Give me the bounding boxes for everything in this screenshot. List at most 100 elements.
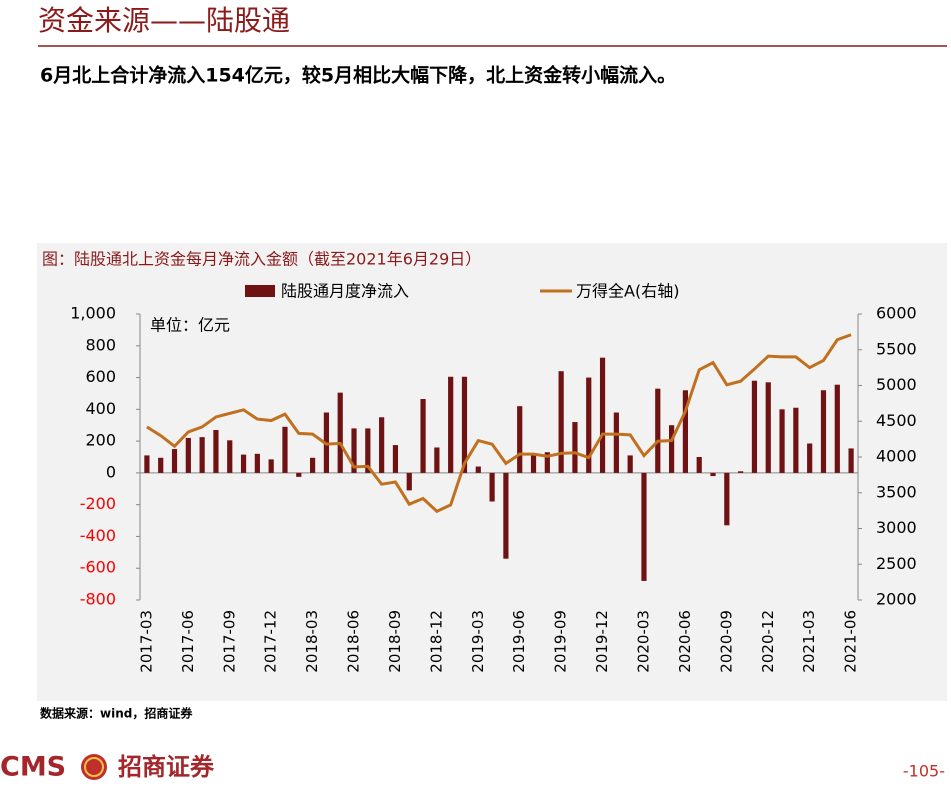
y2-tick-label: 2500 bbox=[876, 554, 917, 573]
x-tick-label: 2018-03 bbox=[303, 610, 321, 673]
y2-tick-label: 6000 bbox=[876, 304, 917, 323]
y2-tick-label: 5000 bbox=[876, 375, 917, 394]
plot: -800 -600 -400 -200 0 200 400 600 800 1,000 2000 25… bbox=[70, 282, 917, 673]
unit-note: 单位：亿元 bbox=[150, 316, 230, 335]
y2-tick-label: 3500 bbox=[876, 482, 917, 501]
bar bbox=[392, 445, 399, 473]
x-tick-label: 2020-03 bbox=[634, 610, 652, 673]
bar bbox=[793, 407, 799, 473]
x-tick-label: 2021-03 bbox=[800, 610, 818, 673]
bar bbox=[420, 399, 426, 473]
y-tick-label: 400 bbox=[85, 399, 116, 418]
bar bbox=[268, 459, 274, 473]
bar bbox=[807, 443, 813, 473]
bar bbox=[309, 457, 316, 473]
y2-tick-label: 3000 bbox=[876, 518, 917, 537]
x-tick-label: 2017-03 bbox=[137, 610, 155, 673]
bar bbox=[227, 440, 233, 473]
bar bbox=[448, 376, 454, 473]
bar bbox=[751, 380, 758, 473]
y-tick-label: 200 bbox=[85, 431, 116, 450]
x-tick-label: 2020-12 bbox=[759, 610, 777, 673]
bar bbox=[171, 449, 178, 473]
bar bbox=[213, 429, 219, 473]
bar bbox=[586, 377, 592, 473]
chart-title: 图：陆股通北上资金每月净流入金额（截至2021年6月29日） bbox=[42, 250, 481, 269]
bar bbox=[503, 472, 509, 559]
x-tick-label: 2018-09 bbox=[386, 610, 404, 673]
y2-tick-label: 2000 bbox=[876, 590, 917, 609]
bar bbox=[627, 455, 633, 473]
source: 数据来源：wind，招商证券 bbox=[40, 706, 193, 721]
bar bbox=[710, 472, 716, 477]
bar bbox=[765, 382, 771, 473]
logo-ring bbox=[84, 757, 104, 777]
y-tick-label: -800 bbox=[80, 590, 116, 609]
y-tick-label: -200 bbox=[80, 494, 116, 513]
bar bbox=[558, 371, 564, 473]
y2-tick-label: 4500 bbox=[876, 411, 917, 430]
legend-label: 万得全A(右轴) bbox=[576, 282, 679, 301]
bar bbox=[613, 412, 619, 473]
y-tick-label: -400 bbox=[80, 526, 116, 545]
bar bbox=[144, 455, 150, 473]
y-tick-label: 1,000 bbox=[70, 304, 116, 323]
subtitle: 6月北上合计净流入154亿元，较5月相比大幅下降，北上资金转小幅流入。 bbox=[40, 64, 676, 87]
y-tick-label: 800 bbox=[85, 335, 116, 354]
bar bbox=[406, 472, 412, 491]
company: 招商证券 bbox=[118, 753, 215, 781]
bar bbox=[572, 422, 578, 473]
bar bbox=[475, 466, 481, 473]
y2-tick-label: 4000 bbox=[876, 447, 917, 466]
bar bbox=[337, 392, 343, 473]
bar bbox=[655, 388, 661, 473]
bar bbox=[434, 447, 440, 473]
bar bbox=[779, 409, 785, 473]
x-tick-label: 2019-06 bbox=[510, 610, 528, 673]
x-tick-label: 2017-06 bbox=[179, 610, 197, 673]
bar bbox=[820, 390, 827, 473]
legend-swatch bbox=[245, 285, 275, 297]
x-tick-label: 2020-09 bbox=[717, 610, 735, 673]
y2-tick-label: 5500 bbox=[876, 339, 917, 358]
bar bbox=[240, 454, 247, 473]
x-tick-label: 2017-12 bbox=[262, 610, 280, 673]
bar bbox=[517, 406, 523, 473]
x-tick-label: 2019-12 bbox=[593, 610, 611, 673]
bar bbox=[461, 376, 468, 473]
bar bbox=[296, 472, 302, 477]
bar bbox=[682, 390, 689, 473]
bar bbox=[351, 428, 357, 473]
x-tick-label: 2019-03 bbox=[469, 610, 487, 673]
bar bbox=[696, 457, 702, 473]
x-tick-label: 2021-06 bbox=[842, 610, 860, 673]
bar bbox=[379, 417, 385, 473]
bar bbox=[738, 471, 744, 473]
bar bbox=[365, 428, 371, 473]
page-number: -105- bbox=[903, 762, 945, 781]
bar bbox=[599, 357, 606, 473]
bar bbox=[641, 472, 647, 581]
bar bbox=[199, 437, 205, 473]
brand: CMS bbox=[0, 752, 66, 783]
bar bbox=[530, 453, 537, 473]
line bbox=[146, 333, 852, 514]
bar bbox=[158, 457, 164, 473]
bar bbox=[489, 472, 495, 502]
bar bbox=[834, 384, 840, 473]
y-tick-label: -600 bbox=[80, 558, 116, 577]
x-tick-label: 2018-06 bbox=[345, 610, 363, 673]
y-tick-label: 0 bbox=[106, 462, 116, 481]
x-tick-label: 2019-09 bbox=[552, 610, 570, 673]
x-tick-label: 2020-06 bbox=[676, 610, 694, 673]
x-tick-label: 2018-12 bbox=[427, 610, 445, 673]
bar bbox=[544, 452, 550, 473]
slide-title: 资金来源——陆股通 bbox=[38, 4, 290, 37]
bar bbox=[254, 453, 260, 473]
bar bbox=[848, 448, 854, 473]
bar bbox=[668, 425, 675, 473]
bar bbox=[185, 437, 191, 473]
legend-label: 陆股通月度净流入 bbox=[281, 282, 409, 301]
y-tick-label: 600 bbox=[85, 367, 116, 386]
